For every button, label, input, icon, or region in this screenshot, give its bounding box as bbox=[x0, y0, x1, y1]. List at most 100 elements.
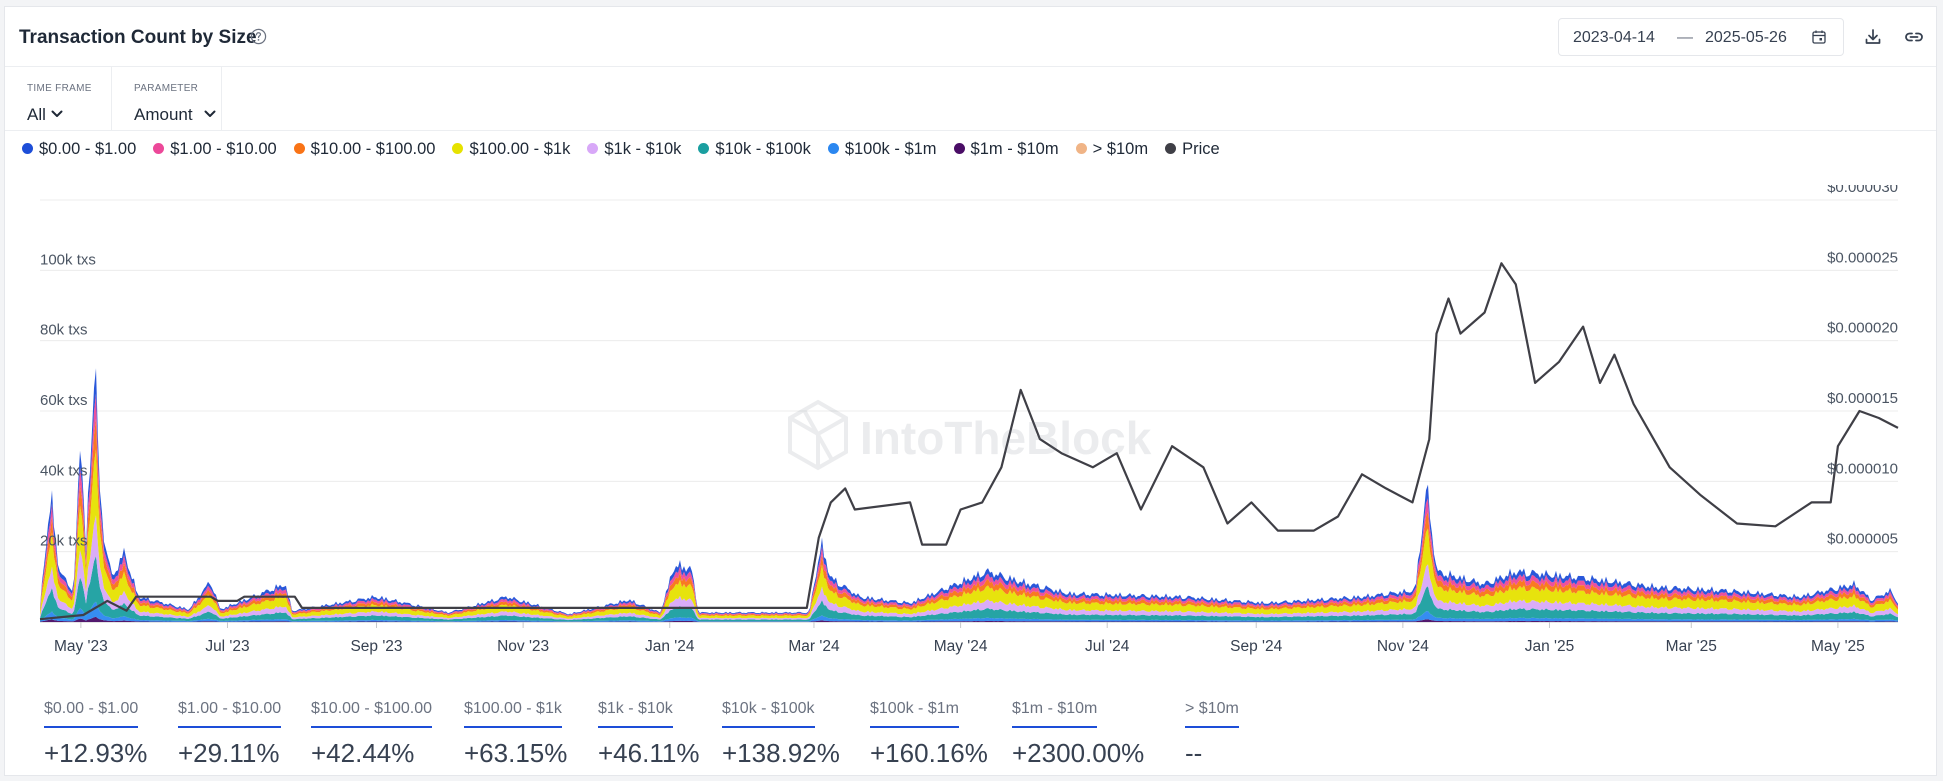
legend-label: Price bbox=[1182, 140, 1220, 158]
legend-item[interactable]: $0.00 - $1.00 bbox=[22, 140, 136, 159]
stat-item: $1.00 - $10.00 +29.11% bbox=[178, 700, 282, 769]
legend-swatch bbox=[22, 143, 33, 154]
x-tick-label: Jul '24 bbox=[1085, 638, 1130, 655]
stat-label[interactable]: $100k - $1m bbox=[870, 700, 959, 728]
legend-label: $10.00 - $100.00 bbox=[310, 140, 436, 158]
x-tick-label: Jul '23 bbox=[205, 638, 249, 655]
x-tick-label: Sep '23 bbox=[350, 638, 402, 655]
legend-swatch bbox=[1165, 143, 1177, 154]
download-icon[interactable] bbox=[1863, 27, 1883, 47]
series-area bbox=[40, 368, 1898, 616]
date-start: 2023-04-14 bbox=[1573, 29, 1655, 46]
legend-label: $100k - $1m bbox=[844, 140, 937, 158]
chart-title: Transaction Count by Size bbox=[19, 27, 257, 48]
stat-value: +12.93% bbox=[44, 738, 148, 768]
legend-swatch bbox=[698, 143, 710, 154]
stat-item: > $10m -- bbox=[1185, 700, 1239, 769]
y-left-tick-label: 100k txs bbox=[40, 251, 96, 268]
stat-label[interactable]: $100.00 - $1k bbox=[464, 700, 562, 728]
x-tick-label: Mar '25 bbox=[1666, 638, 1717, 655]
calendar-icon bbox=[1812, 30, 1826, 44]
stat-label[interactable]: > $10m bbox=[1185, 700, 1239, 728]
date-separator: — bbox=[1677, 29, 1693, 46]
legend-swatch bbox=[587, 143, 599, 154]
date-end: 2025-05-26 bbox=[1705, 29, 1787, 46]
stat-label[interactable]: $10.00 - $100.00 bbox=[311, 700, 432, 728]
stat-item: $100.00 - $1k +63.15% bbox=[464, 700, 567, 769]
series-area bbox=[40, 393, 1898, 616]
legend-item[interactable]: $1k - $10k bbox=[587, 140, 681, 159]
y-right-tick-label: $0.000025 bbox=[1827, 249, 1898, 266]
stat-value: -- bbox=[1185, 738, 1203, 768]
x-tick-label: May '23 bbox=[54, 638, 108, 655]
stat-item: $10.00 - $100.00 +42.44% bbox=[311, 700, 432, 769]
legend-item[interactable]: $1m - $10m bbox=[953, 140, 1059, 159]
y-right-tick-label: $0.000030 bbox=[1827, 185, 1898, 196]
stat-label[interactable]: $1m - $10m bbox=[1012, 700, 1098, 728]
legend-item[interactable]: $1.00 - $10.00 bbox=[153, 140, 277, 159]
timeframe-value: All bbox=[27, 105, 46, 124]
price-line bbox=[39, 262, 1899, 621]
parameter-value: Amount bbox=[134, 105, 193, 124]
legend-item[interactable]: $100k - $1m bbox=[827, 140, 937, 159]
legend-label: $10k - $100k bbox=[715, 140, 811, 158]
stat-label[interactable]: $1.00 - $10.00 bbox=[178, 700, 282, 728]
y-right-tick-label: $0.000020 bbox=[1827, 320, 1898, 337]
stat-value: +63.15% bbox=[464, 738, 568, 768]
stat-item: $1k - $10k +46.11% bbox=[598, 700, 699, 769]
legend-item[interactable]: Price bbox=[1165, 140, 1220, 159]
legend-item[interactable]: $10k - $100k bbox=[698, 140, 811, 159]
legend-swatch bbox=[293, 143, 305, 154]
y-right-tick-label: $0.000005 bbox=[1827, 531, 1898, 548]
x-tick-label: Sep '24 bbox=[1230, 638, 1282, 655]
x-tick-label: Nov '24 bbox=[1377, 638, 1429, 655]
stat-item: $100k - $1m +160.16% bbox=[870, 700, 988, 769]
link-icon[interactable] bbox=[1903, 27, 1925, 47]
transaction-count-chart: 20k txs 40k txs 60k txs 80k txs 100k txs $0.0… bbox=[39, 185, 1899, 655]
x-tick-label: Jan '24 bbox=[645, 638, 695, 655]
legend-item[interactable]: > $10m bbox=[1075, 140, 1149, 159]
legend-label: $1m - $10m bbox=[970, 140, 1059, 158]
filter-bar: TIME FRAME All PARAMETER Amount bbox=[5, 67, 1936, 131]
chevron-down-icon bbox=[204, 110, 216, 117]
series-area bbox=[40, 601, 1898, 622]
parameter-select[interactable]: PARAMETER Amount bbox=[112, 67, 222, 130]
parameter-label: PARAMETER bbox=[134, 83, 199, 94]
y-left-tick-label: 20k txs bbox=[40, 533, 88, 550]
stat-label[interactable]: $0.00 - $1.00 bbox=[44, 700, 139, 728]
stat-item: $1m - $10m +2300.00% bbox=[1012, 700, 1144, 769]
chart-legend: $0.00 - $1.00 $1.00 - $10.00 $10.00 - $100… bbox=[22, 140, 1237, 162]
legend-label: $0.00 - $1.00 bbox=[39, 140, 137, 158]
stat-value: +42.44% bbox=[311, 738, 415, 768]
legend-label: > $10m bbox=[1092, 140, 1149, 158]
date-range-picker[interactable]: 2023-04-14 — 2025-05-26 bbox=[1558, 18, 1844, 56]
x-tick-label: May '25 bbox=[1811, 638, 1865, 655]
chevron-down-icon bbox=[51, 110, 63, 117]
stat-value: +29.11% bbox=[178, 738, 280, 768]
timeframe-select[interactable]: TIME FRAME All bbox=[5, 67, 112, 130]
legend-swatch bbox=[153, 143, 165, 154]
x-tick-label: May '24 bbox=[934, 638, 988, 655]
watermark-text: IntoTheBlock bbox=[860, 412, 1152, 464]
legend-item[interactable]: $100.00 - $1k bbox=[452, 140, 570, 159]
legend-item[interactable]: $10.00 - $100.00 bbox=[293, 140, 436, 159]
x-tick-label: Mar '24 bbox=[788, 638, 840, 655]
legend-swatch bbox=[1075, 143, 1087, 154]
y-left-tick-label: 60k txs bbox=[40, 392, 88, 409]
y-left-tick-label: 40k txs bbox=[40, 462, 88, 479]
series-area bbox=[40, 418, 1898, 617]
series-area bbox=[40, 556, 1898, 622]
legend-swatch bbox=[953, 143, 965, 154]
legend-swatch bbox=[827, 143, 839, 154]
help-icon[interactable] bbox=[250, 28, 267, 45]
series-area bbox=[40, 515, 1898, 621]
y-right-tick-label: $0.000010 bbox=[1827, 460, 1898, 477]
stat-item: $0.00 - $1.00 +12.93% bbox=[44, 700, 147, 769]
x-tick-label: Jan '25 bbox=[1525, 638, 1575, 655]
legend-label: $1.00 - $10.00 bbox=[170, 140, 277, 158]
stat-label[interactable]: $10k - $100k bbox=[722, 700, 815, 728]
stat-item: $10k - $100k +138.92% bbox=[722, 700, 840, 769]
series-area bbox=[40, 616, 1898, 622]
stat-value: +138.92% bbox=[722, 738, 840, 768]
stat-label[interactable]: $1k - $10k bbox=[598, 700, 673, 728]
